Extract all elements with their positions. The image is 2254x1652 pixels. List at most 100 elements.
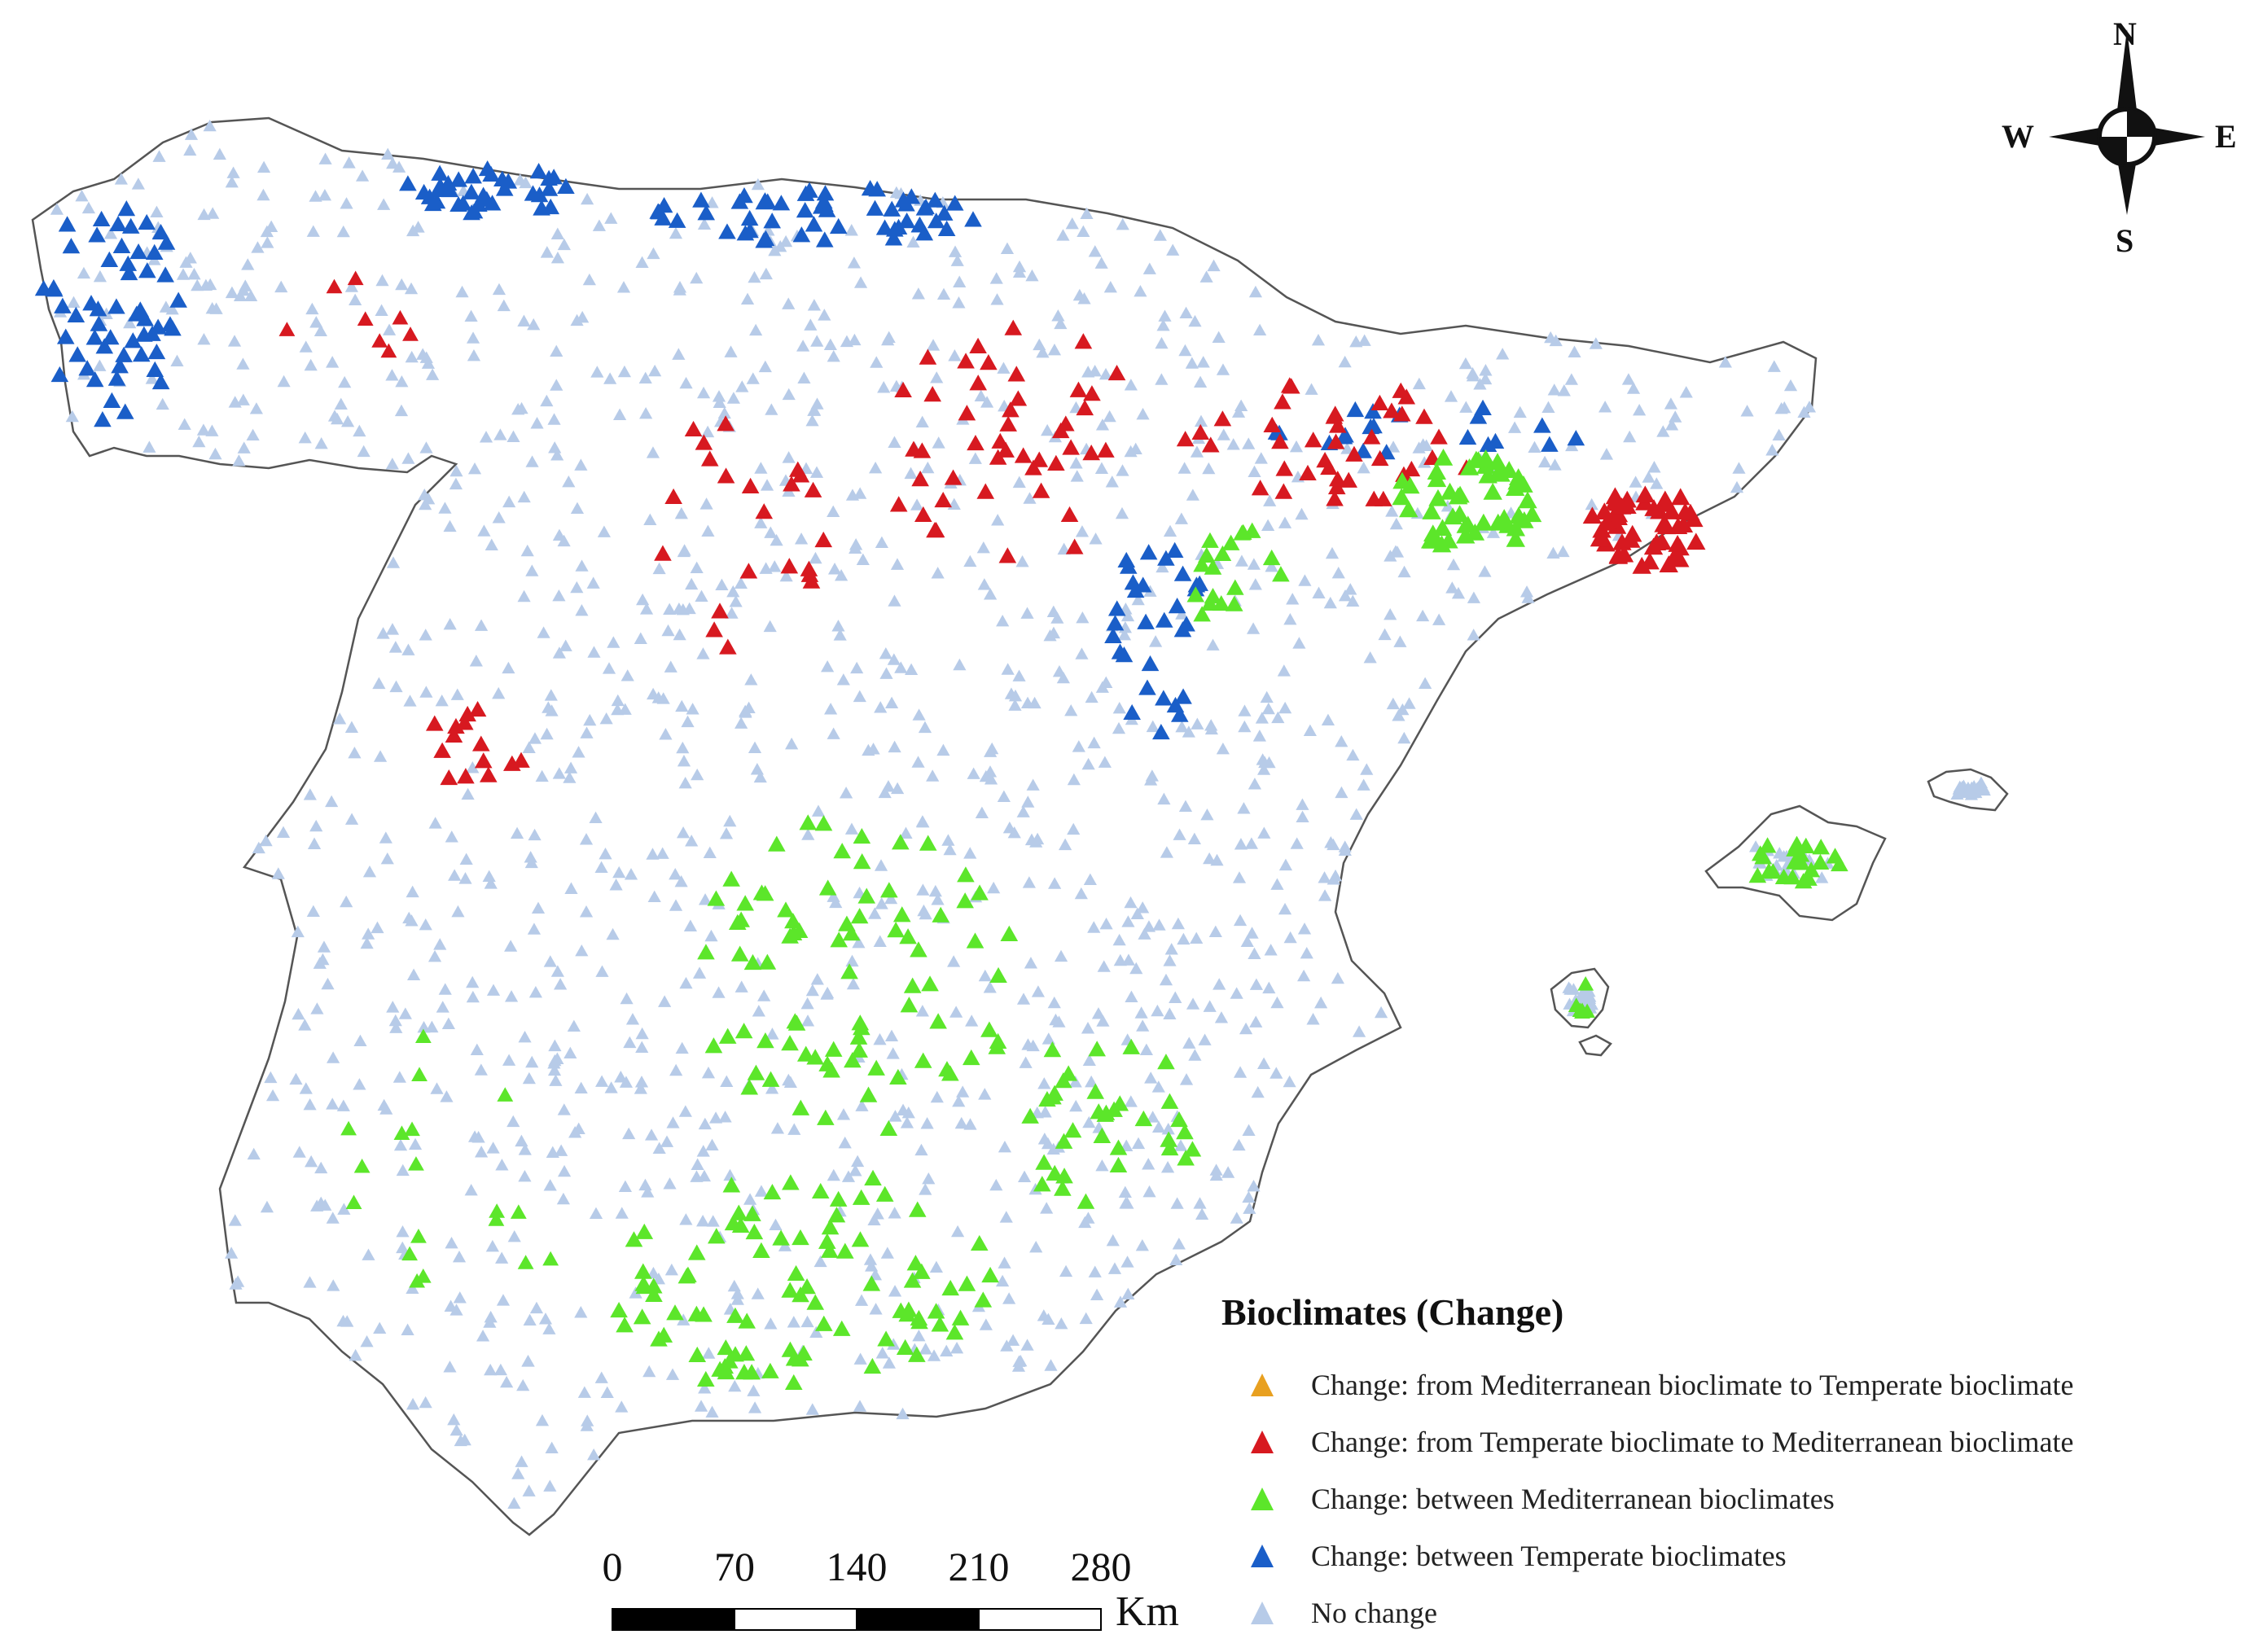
- station-marker: [419, 629, 432, 641]
- station-marker: [402, 911, 416, 924]
- station-marker: [806, 1294, 825, 1310]
- station-marker: [738, 1312, 756, 1329]
- station-marker: [326, 1098, 340, 1110]
- station-marker: [1142, 262, 1156, 274]
- station-marker: [1155, 611, 1173, 628]
- station-marker: [579, 905, 594, 918]
- station-marker: [1544, 331, 1558, 344]
- station-marker: [984, 745, 998, 757]
- station-marker: [1088, 1265, 1102, 1277]
- station-marker: [1142, 1158, 1156, 1170]
- station-marker: [547, 413, 561, 425]
- station-marker: [888, 1285, 902, 1297]
- station-marker: [342, 156, 356, 169]
- station-marker: [1076, 611, 1090, 624]
- station-marker: [1075, 525, 1090, 537]
- station-marker: [1752, 845, 1769, 861]
- station-marker: [486, 1142, 500, 1154]
- station-marker: [1383, 402, 1401, 418]
- station-marker: [333, 712, 347, 725]
- station-marker: [1419, 677, 1432, 690]
- station-marker: [735, 1023, 753, 1039]
- station-marker: [1802, 401, 1817, 413]
- station-marker: [1233, 1066, 1248, 1078]
- station-marker: [542, 1322, 556, 1334]
- station-marker: [827, 350, 840, 362]
- station-marker: [138, 213, 156, 230]
- station-marker: [433, 742, 451, 758]
- station-marker: [396, 1225, 410, 1238]
- station-marker: [520, 544, 534, 557]
- station-marker: [357, 445, 371, 458]
- station-marker: [852, 1189, 870, 1205]
- station-marker: [926, 769, 940, 782]
- station-marker: [264, 1071, 278, 1084]
- station-marker: [299, 1082, 313, 1094]
- station-marker: [1120, 1255, 1134, 1268]
- station-marker: [997, 790, 1011, 802]
- station-marker: [438, 502, 452, 514]
- station-marker: [517, 490, 531, 503]
- station-marker: [708, 1111, 723, 1124]
- station-marker: [1111, 1095, 1129, 1111]
- station-marker: [461, 787, 475, 800]
- station-marker: [824, 703, 838, 715]
- station-marker: [326, 1212, 340, 1224]
- station-marker: [257, 188, 270, 201]
- station-marker: [344, 721, 359, 733]
- station-marker: [1325, 408, 1344, 424]
- station-marker: [887, 922, 905, 938]
- station-marker: [1111, 643, 1129, 659]
- station-marker: [540, 394, 554, 407]
- station-marker: [1249, 1015, 1263, 1028]
- station-marker: [1335, 734, 1348, 747]
- station-marker: [1519, 585, 1534, 598]
- station-marker: [1283, 612, 1297, 625]
- station-marker: [1792, 854, 1810, 870]
- station-marker: [861, 180, 879, 196]
- station-marker: [990, 293, 1004, 305]
- station-marker: [604, 212, 618, 224]
- station-marker: [445, 830, 458, 843]
- station-marker: [353, 424, 366, 437]
- station-marker: [458, 872, 472, 884]
- station-marker: [246, 428, 260, 440]
- scale-segment-4: [978, 1608, 1102, 1631]
- station-marker: [326, 278, 343, 294]
- station-marker: [1070, 470, 1084, 482]
- station-marker: [792, 226, 811, 243]
- station-marker: [824, 1041, 843, 1057]
- station-marker: [145, 243, 164, 261]
- station-marker: [1182, 725, 1195, 738]
- station-marker: [419, 351, 433, 363]
- station-marker: [827, 505, 840, 518]
- station-marker: [1390, 546, 1405, 558]
- station-marker: [809, 1326, 823, 1338]
- station-marker: [550, 251, 565, 264]
- station-marker: [527, 318, 541, 331]
- station-marker: [1670, 550, 1690, 567]
- station-marker: [691, 768, 704, 781]
- station-marker: [865, 1260, 879, 1272]
- station-marker: [679, 1266, 697, 1282]
- station-marker: [827, 727, 840, 739]
- station-marker: [635, 256, 649, 268]
- station-marker: [678, 1105, 692, 1117]
- station-marker: [1297, 969, 1311, 982]
- station-marker: [896, 1407, 910, 1420]
- station-marker: [1106, 615, 1125, 631]
- station-marker: [1589, 337, 1603, 349]
- station-marker: [557, 1103, 571, 1115]
- station-marker: [375, 274, 389, 287]
- station-marker: [929, 1260, 943, 1273]
- station-marker: [1316, 452, 1334, 468]
- station-marker: [1087, 921, 1101, 933]
- station-marker: [1557, 384, 1571, 397]
- station-marker: [468, 700, 487, 717]
- station-marker: [506, 1115, 520, 1128]
- station-marker: [952, 1094, 966, 1107]
- station-marker: [1173, 1139, 1188, 1151]
- station-marker: [303, 1098, 317, 1111]
- station-marker: [616, 281, 631, 293]
- station-marker: [705, 621, 723, 638]
